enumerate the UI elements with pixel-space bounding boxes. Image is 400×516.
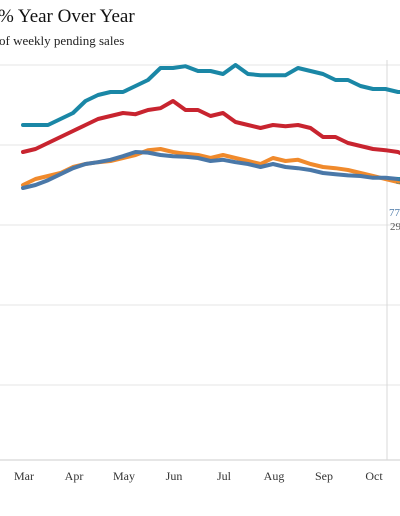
chart-subtitle: of weekly pending sales <box>0 33 125 48</box>
x-tick-label: Aug <box>264 469 285 483</box>
series-line-3 <box>21 147 400 187</box>
series-line-4 <box>21 150 400 190</box>
series-end-label: 29 <box>390 221 400 233</box>
x-tick-label: Mar <box>14 469 34 483</box>
x-tick-label: Oct <box>365 469 383 483</box>
series-end-label: 3 <box>396 175 400 187</box>
x-tick-label: Jun <box>166 469 183 483</box>
chart-title: % Year Over Year <box>0 6 135 27</box>
x-tick-label: Sep <box>315 469 333 483</box>
x-tick-label: Apr <box>65 469 84 483</box>
x-tick-label: Jul <box>217 469 232 483</box>
x-tick-label: May <box>113 469 135 483</box>
series-line-2 <box>21 99 400 156</box>
series-line-1 <box>21 63 400 127</box>
series-end-label: 77 <box>389 207 400 219</box>
